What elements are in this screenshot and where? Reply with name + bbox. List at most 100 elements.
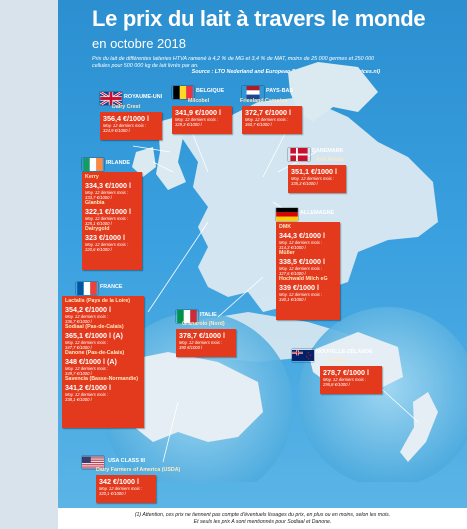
avg-label: Moy. 12 derniers mois :: [245, 117, 289, 122]
price-value: 372,7 €/1000 l: [245, 108, 291, 117]
avg-value: 347,7 €/1000 l: [65, 345, 92, 350]
dairy-name: Hochwald Milch eG: [279, 276, 328, 282]
dairy-name: Sodiaal (Pas-de-Calais): [65, 324, 124, 330]
avg-label: Moy. 12 derniers mois :: [85, 190, 129, 195]
country-label-dk: DANEMARK: [312, 148, 344, 154]
avg-value: 324,9 €/1000 l: [103, 128, 130, 133]
uk-flag-icon: [100, 92, 122, 105]
price-value: 354,2 €/1000 l: [65, 305, 111, 314]
world-map: [103, 62, 467, 482]
price-box-it: 378,7 €/1000 l Moy. 12 derniers mois : 3…: [176, 329, 236, 357]
price-value: 339 €/1000 l: [279, 283, 319, 292]
avg-label: Moy. 12 derniers mois :: [99, 486, 143, 491]
dairy-name: Danone (Pas-de-Calais): [65, 350, 125, 356]
avg-value: 320,6 €/1000 l: [85, 247, 112, 252]
price-box-be: 341,9 €/1000 l Moy. 12 derniers mois : 3…: [172, 106, 232, 134]
scandinavia-landmass: [288, 62, 378, 122]
belgium-flag-icon: [173, 86, 193, 99]
country-label-us: USA class III: [108, 458, 145, 464]
description: Prix du lait de différentes laiteries HT…: [92, 56, 392, 76]
avg-label: Moy. 12 derniers mois :: [291, 176, 335, 181]
avg-label: Moy. 12 derniers mois :: [279, 292, 323, 297]
dairy-name: DMK: [279, 224, 292, 230]
avg-value: 335,3 €/1000 l: [291, 181, 318, 186]
footer-note-2: Et seuls les prix A sont mentionnés pour…: [193, 519, 332, 525]
dairy-name: Granarolo (Nord): [182, 321, 225, 327]
germany-flag-icon: [276, 208, 298, 221]
ireland-landmass: [132, 147, 156, 177]
dairy-name: Lactalis (Pays de la Loire): [65, 298, 131, 304]
price-box-uk: 356,4 €/1000 l Moy. 12 derniers mois : 3…: [100, 112, 162, 140]
north-america-landmass: [113, 352, 263, 442]
price-box-nz: 278,7 €/1000 l Moy. 12 derniers mois : 2…: [320, 366, 382, 394]
avg-label: Moy. 12 derniers mois :: [85, 216, 129, 221]
country-label-nz: NOUVELLE-ZÉLANDE: [316, 349, 373, 355]
dairy-name: Arla Foods: [316, 157, 344, 163]
price-box-fr: Lactalis (Pays de la Loire) 354,2 €/1000…: [62, 296, 144, 428]
price-value: 342 €/1000 l: [99, 477, 139, 486]
europe-landmass: [178, 97, 438, 312]
avg-label: Moy. 12 derniers mois :: [279, 240, 323, 245]
page-subtitle: en octobre 2018: [92, 36, 186, 51]
page-title: Le prix du lait à travers le monde: [92, 6, 426, 31]
ireland-flag-icon: [83, 158, 103, 171]
price-value: 378,7 €/1000 l: [179, 331, 225, 340]
france-flag-icon: [77, 282, 97, 295]
dairy-name: Dairy Farmers of America (USDA): [96, 467, 181, 473]
netherlands-flag-icon: [246, 86, 260, 99]
avg-value: 349,7 €/1000 l: [65, 371, 92, 376]
price-box-de: DMK 344,3 €/1000 l Moy. 12 derniers mois…: [276, 222, 340, 320]
dairy-name: Kerry: [85, 174, 99, 180]
price-value: 365,1 €/1000 l (A): [65, 331, 123, 340]
new-zealand-landmass: [400, 392, 438, 462]
dairy-name: Glanbia: [85, 200, 105, 206]
avg-value: 329,3 €/1000 l: [175, 122, 202, 127]
price-value: 322,1 €/1000 l: [85, 207, 131, 216]
price-value: 278,7 €/1000 l: [323, 368, 369, 377]
country-label-uk: ROYAUME-UNI: [124, 94, 163, 100]
dairy-name: Müller: [279, 250, 295, 256]
dairy-name: Dairy Crest: [112, 104, 141, 110]
usa-flag-icon: [82, 456, 104, 469]
avg-label: Moy. 12 derniers mois :: [175, 117, 219, 122]
avg-label: Moy. 12 derniers mois :: [323, 377, 367, 382]
avg-value: 336,7 €/1000 l: [65, 319, 92, 324]
avg-value: 360,7 €/1000 l: [245, 122, 272, 127]
dairy-name: Dairygold: [85, 226, 110, 232]
country-label-de: ALLEMAGNE: [300, 210, 335, 216]
avg-value: 390 €/1000 l: [179, 345, 203, 350]
avg-label: Moy. 12 derniers mois :: [65, 314, 109, 319]
uk-landmass: [156, 117, 186, 190]
price-box-nl: 372,7 €/1000 l Moy. 12 derniers mois : 3…: [242, 106, 302, 134]
avg-value: 314,3 €/1000 l: [279, 245, 306, 250]
price-value: 341,2 €/1000 l: [65, 383, 111, 392]
dairy-name: Friesland Campina: [240, 98, 288, 104]
avg-value: 333,7 €/1000 l: [85, 195, 112, 200]
dairy-name: Milcobel: [188, 98, 210, 104]
price-box-ie: Kerry 334,3 €/1000 l Moy. 12 derniers mo…: [82, 172, 142, 270]
avg-label: Moy. 12 derniers mois :: [65, 366, 109, 371]
price-value: 356,4 €/1000 l: [103, 114, 149, 123]
page-margin: [0, 0, 58, 529]
dairy-name: Savencia (Basse-Normandie): [65, 376, 139, 382]
avg-value: 325,1 €/1000 l: [85, 221, 112, 226]
price-value: 341,9 €/1000 l: [175, 108, 221, 117]
avg-label: Moy. 12 derniers mois :: [279, 266, 323, 271]
price-value: 344,3 €/1000 l: [279, 231, 325, 240]
price-box-us: 342 €/1000 l Moy. 12 derniers mois : 320…: [96, 475, 156, 503]
price-value: 348 €/1000 l (A): [65, 357, 117, 366]
avg-value: 295,8 €/1000 l: [323, 382, 350, 387]
new-zealand-flag-icon: [292, 350, 314, 361]
source-text: Source : LTO Nederland and European Dair…: [191, 69, 380, 76]
italy-flag-icon: [177, 310, 197, 323]
avg-value: 327,6 €/1000 l: [279, 271, 306, 276]
price-value: 338,5 €/1000 l: [279, 257, 325, 266]
country-label-fr: FRANCE: [100, 284, 123, 290]
country-label-nl: PAYS-BAS: [266, 88, 293, 94]
description-text: Prix du lait de différentes laiteries HT…: [92, 56, 375, 69]
price-value: 334,3 €/1000 l: [85, 181, 131, 190]
avg-label: Moy. 12 derniers mois :: [85, 242, 129, 247]
avg-value: 338,1 €/1000 l: [65, 397, 92, 402]
country-label-it: ITALIE: [200, 312, 217, 318]
